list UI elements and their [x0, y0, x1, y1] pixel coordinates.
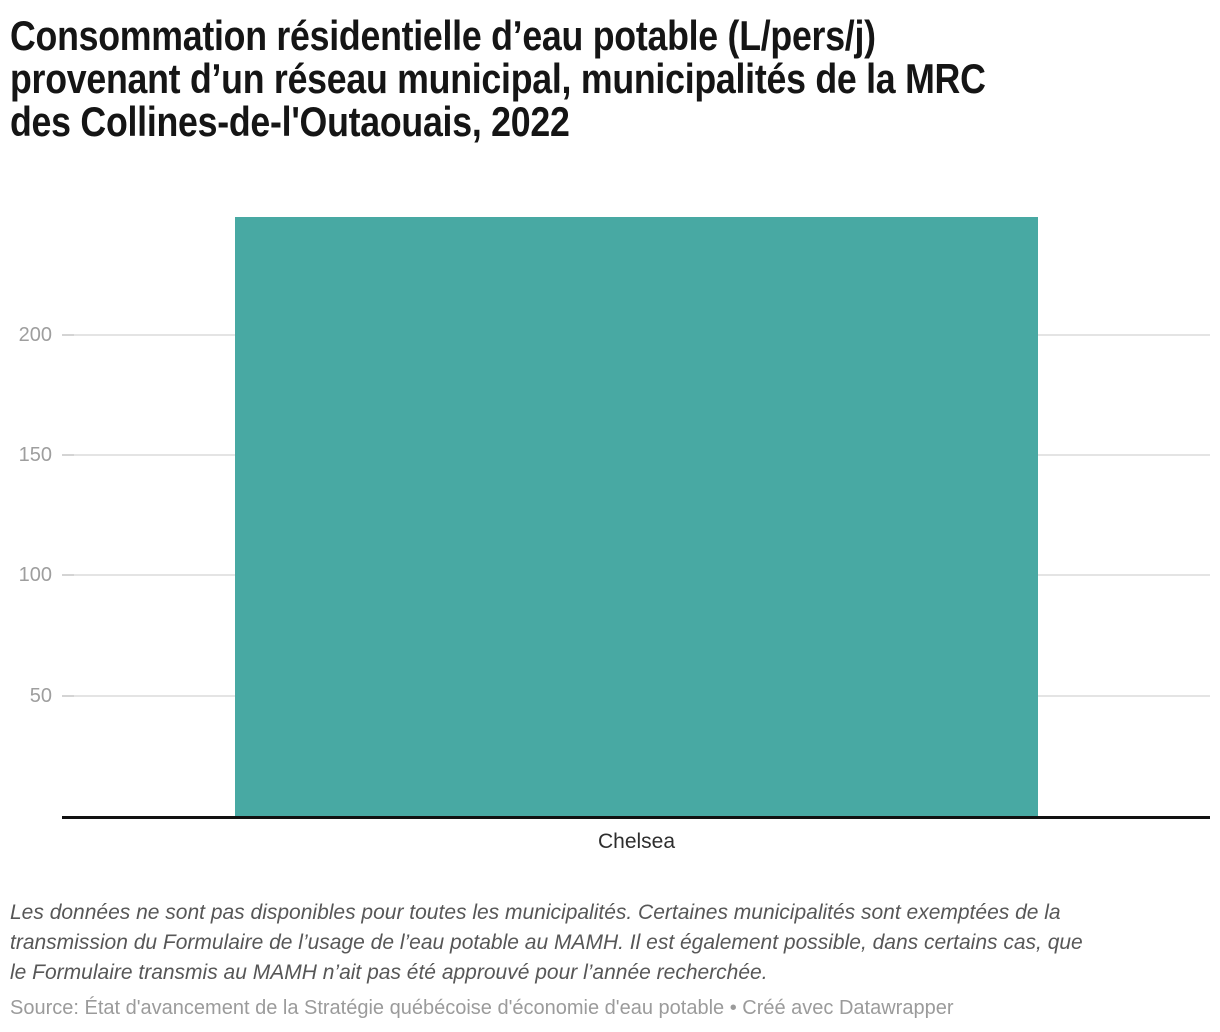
footnote-line: Les données ne sont pas disponibles pour…	[10, 901, 1061, 924]
y-tick-label: 150	[18, 444, 52, 467]
chart-title: Consommation résidentielle d’eau potable…	[10, 14, 986, 143]
chart-title-line: provenant d’un réseau municipal, municip…	[10, 55, 986, 102]
y-tick-label: 100	[18, 564, 52, 587]
y-tick-label: 200	[18, 323, 52, 346]
y-axis-tick	[62, 694, 74, 697]
footnote-line: le Formulaire transmis au MAMH n’ait pas…	[10, 961, 768, 984]
bar-chelsea	[235, 217, 1038, 816]
chart-title-line: des Collines-de-l'Outaouais, 2022	[10, 98, 570, 145]
footnote-line: transmission du Formulaire de l’usage de…	[10, 931, 1083, 954]
x-axis-line	[62, 816, 1210, 819]
chart-title-line: Consommation résidentielle d’eau potable…	[10, 12, 876, 59]
y-axis-tick	[62, 574, 74, 577]
y-axis-tick	[62, 454, 74, 457]
y-axis-tick	[62, 333, 74, 336]
x-category-label: Chelsea	[597, 830, 676, 853]
y-tick-label: 50	[29, 684, 52, 707]
source-credit: Source: État d'avancement de la Stratégi…	[10, 997, 954, 1019]
chart-footnote: Les données ne sont pas disponibles pour…	[10, 898, 1083, 988]
